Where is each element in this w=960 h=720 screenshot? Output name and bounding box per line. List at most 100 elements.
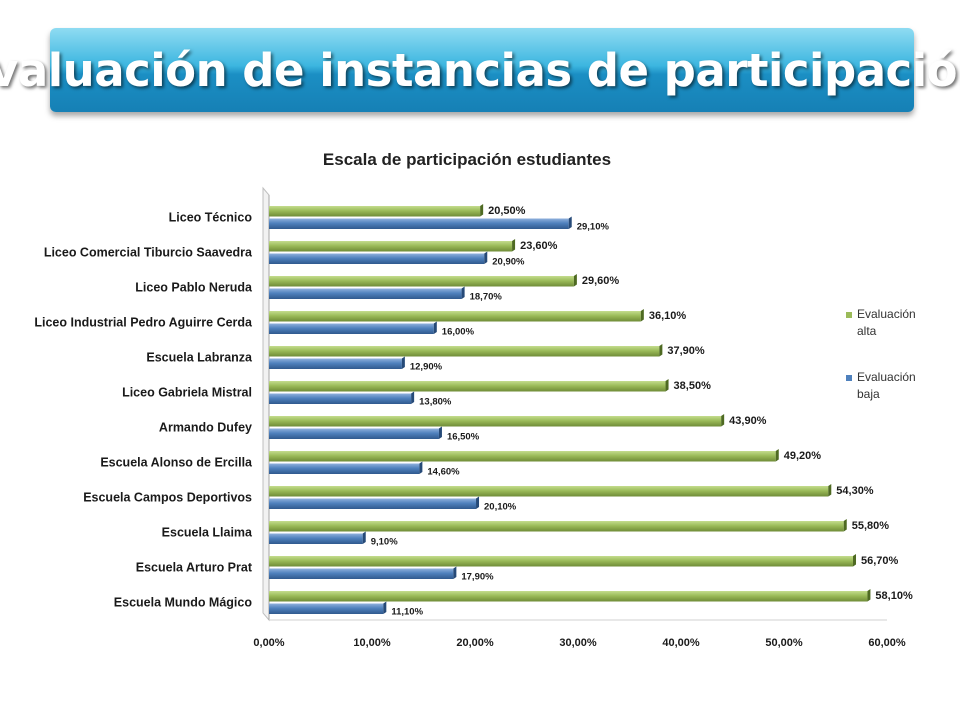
x-tick-label: 50,00% (765, 637, 803, 649)
legend-swatch-baja (846, 375, 852, 381)
bar-alta-cap (573, 274, 577, 287)
bar-baja (269, 288, 462, 299)
data-label-baja: 20,10% (484, 502, 517, 513)
plot-area: Liceo Técnico 20,50% 29,10% Liceo Comercial… (34, 186, 913, 649)
data-label-alta: 43,90% (729, 415, 767, 427)
category-label: Liceo Gabriela Mistral (122, 386, 252, 400)
chart-title: Escala de participación estudiantes (323, 150, 611, 169)
bar-alta (269, 521, 844, 532)
bar-alta-cap (659, 344, 663, 357)
bar-baja-cap (461, 286, 465, 299)
x-tick-label: 30,00% (559, 637, 597, 649)
data-label-alta: 54,30% (836, 485, 874, 497)
data-label-alta: 29,60% (582, 275, 620, 287)
bar-baja (269, 358, 402, 369)
bar-alta-cap (828, 484, 832, 497)
category-label: Liceo Técnico (169, 211, 253, 225)
data-label-alta: 20,50% (488, 205, 526, 217)
bar-baja (269, 428, 439, 439)
data-label-baja: 17,90% (461, 572, 494, 583)
page-title: Evaluación de instancias de participació… (0, 43, 960, 97)
bar-baja-cap (568, 216, 572, 229)
bar-baja-cap (419, 461, 423, 474)
bar-alta (269, 556, 854, 567)
category-label: Liceo Comercial Tiburcio Saavedra (44, 246, 253, 260)
legend-label: alta (857, 324, 877, 338)
bar-baja (269, 533, 363, 544)
x-tick-label: 0,00% (253, 637, 284, 649)
bar-alta-cap (665, 379, 669, 392)
data-label-baja: 13,80% (419, 397, 452, 408)
data-label-baja: 16,50% (447, 432, 480, 443)
category-label: Escuela Alonso de Ercilla (100, 456, 253, 470)
bar-baja-cap (453, 566, 457, 579)
data-label-alta: 38,50% (674, 380, 712, 392)
data-label-alta: 55,80% (852, 520, 890, 532)
category-label: Escuela Mundo Mágico (114, 596, 253, 610)
data-label-baja: 11,10% (391, 607, 423, 618)
bar-baja-cap (401, 356, 405, 369)
category-label: Escuela Campos Deportivos (83, 491, 252, 505)
bar-alta (269, 311, 641, 322)
legend: Evaluación alta Evaluación baja (846, 307, 916, 401)
data-label-baja: 18,70% (470, 292, 503, 303)
bar-baja (269, 218, 569, 229)
data-label-alta: 56,70% (861, 555, 899, 567)
title-banner: Evaluación de instancias de participació… (0, 28, 960, 112)
bar-alta (269, 416, 722, 427)
bar-alta (269, 451, 776, 462)
bar-baja (269, 603, 384, 614)
bar-baja (269, 253, 485, 264)
legend-label: Evaluación (857, 307, 916, 321)
bar-baja (269, 393, 412, 404)
category-label: Escuela Arturo Prat (136, 561, 253, 575)
bar-baja (269, 568, 454, 579)
data-label-alta: 23,60% (520, 240, 558, 252)
data-label-alta: 36,10% (649, 310, 687, 322)
legend-label: Evaluación (857, 370, 916, 384)
bar-alta-cap (843, 519, 847, 532)
bar-baja (269, 323, 434, 334)
category-label: Armando Dufey (159, 421, 252, 435)
data-label-baja: 20,90% (492, 257, 525, 268)
bar-alta-cap (480, 204, 484, 217)
data-label-baja: 16,00% (442, 327, 475, 338)
bar-alta-cap (853, 554, 857, 567)
x-tick-label: 60,00% (868, 637, 906, 649)
bar-baja (269, 498, 477, 509)
bar-baja-cap (411, 391, 415, 404)
category-label: Escuela Labranza (146, 351, 253, 365)
bar-baja-cap (438, 426, 442, 439)
data-label-alta: 58,10% (875, 590, 913, 602)
data-label-baja: 9,10% (371, 537, 398, 548)
bar-baja (269, 463, 420, 474)
bar-alta-cap (512, 239, 516, 252)
category-label: Liceo Industrial Pedro Aguirre Cerda (34, 316, 253, 330)
bar-alta-cap (640, 309, 644, 322)
bar-baja-cap (484, 251, 488, 264)
back-wall (262, 186, 270, 622)
bar-alta (269, 241, 513, 252)
bar-alta (269, 381, 666, 392)
bar-alta (269, 486, 829, 497)
bar-alta-cap (775, 449, 779, 462)
bar-baja-cap (433, 321, 437, 334)
category-label: Escuela Llaima (162, 526, 253, 540)
data-label-alta: 49,20% (784, 450, 822, 462)
x-tick-label: 20,00% (456, 637, 494, 649)
bar-alta (269, 346, 660, 357)
data-label-baja: 14,60% (427, 467, 460, 478)
bar-alta (269, 206, 481, 217)
x-tick-label: 40,00% (662, 637, 700, 649)
data-label-baja: 29,10% (577, 222, 610, 233)
data-label-baja: 12,90% (410, 362, 443, 373)
bar-alta-cap (721, 414, 725, 427)
legend-label: baja (857, 387, 880, 401)
bar-baja-cap (476, 496, 480, 509)
bar-alta (269, 276, 574, 287)
category-label: Liceo Pablo Neruda (135, 281, 253, 295)
bar-alta-cap (867, 589, 871, 602)
bar-baja-cap (362, 531, 366, 544)
x-tick-label: 10,00% (353, 637, 391, 649)
